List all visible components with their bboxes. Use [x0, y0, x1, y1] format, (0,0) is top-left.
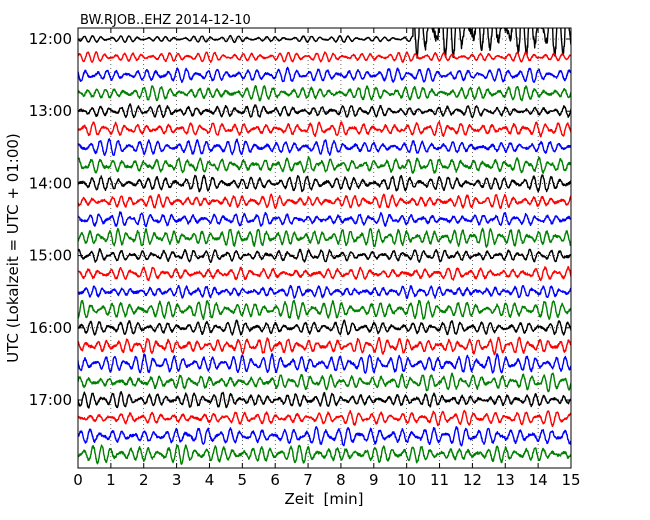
x-tick-label: 9 [369, 471, 379, 489]
seismogram-trace [78, 352, 571, 374]
seismogram-trace [78, 66, 571, 84]
seismogram-trace [78, 120, 571, 138]
seismogram-trace [78, 156, 571, 174]
tick-marks [77, 28, 572, 468]
seismogram-trace [78, 193, 571, 210]
seismogram-trace [78, 426, 571, 447]
seismogram-trace [78, 336, 571, 356]
seismogram-trace [78, 299, 571, 321]
x-tick-label: 15 [561, 471, 580, 489]
x-tick-label: 8 [336, 471, 346, 489]
seismogram-trace [78, 409, 571, 427]
seismogram-trace [78, 444, 571, 465]
seismogram-trace [78, 391, 571, 409]
seismogram-trace [78, 211, 571, 228]
x-tick-label: 2 [139, 471, 149, 489]
x-tick-label: 13 [496, 471, 515, 489]
x-tick-label: 14 [529, 471, 548, 489]
trace-group [78, 28, 571, 465]
y-tick-labels: 12:00 13:00 14:00 15:00 16:00 17:00 [29, 30, 72, 409]
x-tick-label: 5 [238, 471, 248, 489]
x-tick-label: 6 [270, 471, 280, 489]
seismogram-trace [78, 284, 571, 299]
seismogram-trace [78, 103, 571, 119]
x-tick-label: 11 [430, 471, 449, 489]
y-tick-label: 16:00 [29, 319, 72, 337]
seismogram-trace [78, 265, 571, 282]
seismogram-trace [78, 227, 571, 248]
y-tick-label: 13:00 [29, 102, 72, 120]
seismogram-trace [78, 28, 571, 59]
seismogram-trace [78, 51, 571, 63]
grid-lines [78, 28, 571, 468]
x-tick-label: 0 [73, 471, 83, 489]
y-tick-label: 12:00 [29, 30, 72, 48]
seismogram-trace [78, 84, 571, 102]
seismogram-trace [78, 372, 571, 393]
y-tick-label: 15:00 [29, 247, 72, 265]
x-axis-label: Zeit [min] [284, 490, 363, 508]
x-tick-label: 12 [463, 471, 482, 489]
plot-frame [77, 27, 572, 469]
y-tick-label: 17:00 [29, 391, 72, 409]
x-tick-label: 10 [397, 471, 416, 489]
y-tick-label: 14:00 [29, 174, 72, 192]
x-tick-label: 4 [205, 471, 215, 489]
seismogram-trace [78, 138, 571, 157]
x-tick-label: 7 [303, 471, 313, 489]
chart-title: BW.RJOB..EHZ 2014-12-10 [80, 13, 251, 28]
seismogram-trace [78, 319, 571, 336]
seismogram-trace [78, 174, 571, 193]
seismogram-trace [78, 248, 571, 264]
x-tick-labels: 0 1 2 3 4 5 6 7 8 9 10 11 12 13 14 15 [73, 471, 580, 489]
x-tick-label: 1 [106, 471, 116, 489]
x-tick-label: 3 [172, 471, 182, 489]
y-axis-label: UTC (Lokalzeit = UTC + 01:00) [4, 133, 22, 363]
